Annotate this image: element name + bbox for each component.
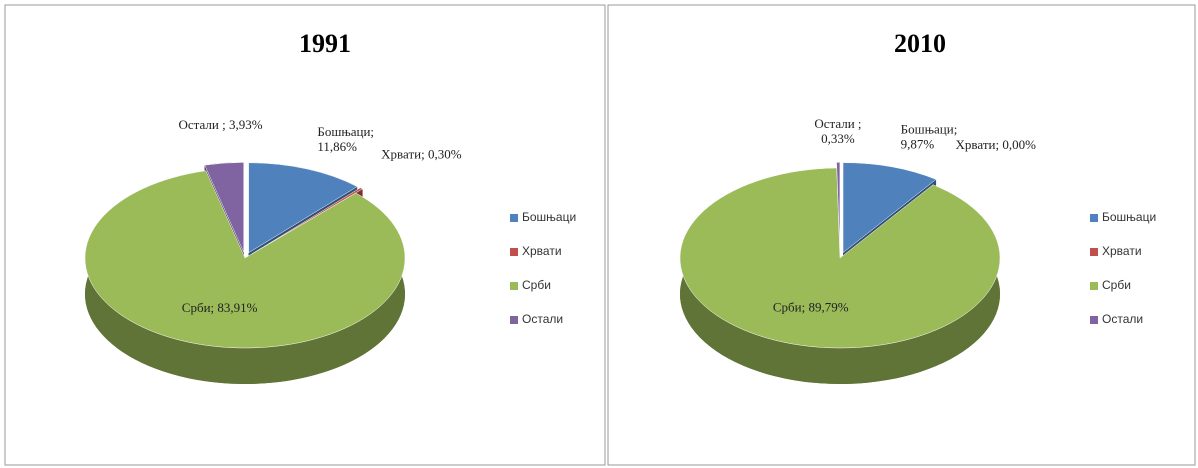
legend-swatch — [510, 282, 518, 290]
legend-label: Остали — [1102, 312, 1143, 326]
data-label: Остали ; 3,93% — [179, 117, 263, 132]
legend-label: Бошњаци — [1102, 210, 1156, 224]
slice — [679, 167, 1001, 349]
data-label: Срби; 89,79% — [773, 299, 849, 314]
legend-label: Бошњаци — [522, 210, 576, 224]
data-label: Срби; 83,91% — [182, 300, 258, 315]
legend-label: Срби — [522, 278, 551, 292]
data-label: Хрвати; 0,00% — [956, 137, 1037, 152]
data-label: Хрвати; 0,30% — [381, 147, 462, 162]
legend-swatch — [1090, 316, 1098, 324]
data-label: Бошњаци; 11,86% — [317, 124, 374, 154]
legend-swatch — [1090, 248, 1098, 256]
slice — [842, 162, 937, 254]
legend-label: Срби — [1102, 278, 1131, 292]
legend-swatch — [510, 248, 518, 256]
slice — [204, 162, 245, 253]
legend-label: Остали — [522, 312, 563, 326]
legend-label: Хрвати — [522, 244, 562, 258]
legend-swatch — [510, 214, 518, 222]
data-label: Остали ; 0,33% — [814, 116, 861, 146]
slice — [248, 162, 358, 254]
chart-title: 1991 — [299, 29, 351, 58]
legend-label: Хрвати — [1102, 244, 1142, 258]
slice — [836, 162, 841, 253]
legend-swatch — [1090, 214, 1098, 222]
slice — [84, 170, 406, 349]
legend-swatch — [1090, 282, 1098, 290]
data-label: Бошњаци; 9,87% — [901, 122, 958, 152]
legend-swatch — [510, 316, 518, 324]
chart-title: 2010 — [894, 29, 946, 58]
slice — [251, 187, 364, 255]
